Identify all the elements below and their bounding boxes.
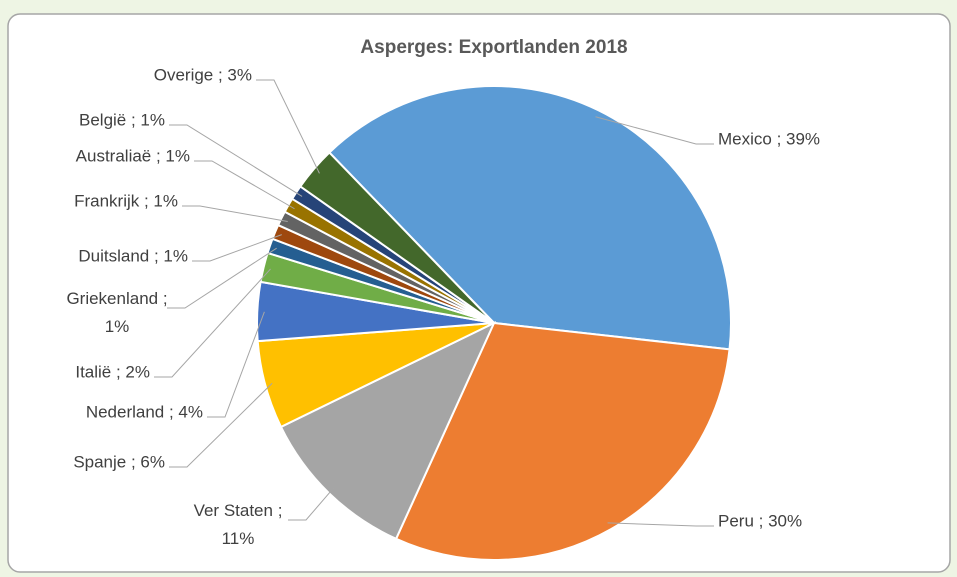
leader-line [154, 268, 271, 378]
data-label: Australiaë ; 1% [76, 146, 190, 165]
leader-line [169, 382, 273, 468]
leader-line [182, 205, 288, 222]
chart-title: Asperges: Exportlanden 2018 [360, 37, 627, 58]
data-label: België ; 1% [79, 110, 165, 129]
data-label: Italië ; 2% [75, 362, 150, 381]
data-label: Ver Staten ; 11% [194, 501, 283, 548]
data-label: Frankrijk ; 1% [74, 191, 178, 210]
leader-line [607, 522, 714, 527]
data-label: Griekenland ; 1% [66, 289, 167, 336]
data-label: Peru ; 30% [718, 511, 802, 530]
data-label: Duitsland ; 1% [78, 246, 188, 265]
leader-line [207, 311, 265, 418]
leader-line [595, 116, 714, 145]
leader-line [256, 79, 320, 174]
leader-line [192, 234, 282, 262]
data-label: Nederland ; 4% [86, 402, 203, 421]
leader-line [169, 124, 303, 197]
leader-line [167, 247, 277, 309]
leader-line [288, 487, 335, 521]
data-label: Mexico ; 39% [718, 129, 820, 148]
data-label: Overige ; 3% [154, 65, 252, 84]
pie-slice [394, 321, 731, 561]
pie-slice [298, 151, 495, 324]
leader-line [194, 160, 295, 210]
pie-slice [327, 85, 732, 351]
data-label: Spanje ; 6% [73, 452, 165, 471]
